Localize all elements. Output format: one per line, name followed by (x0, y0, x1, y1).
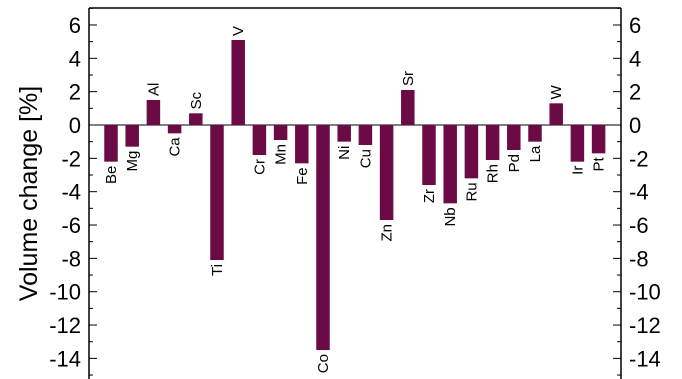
bar-mg (125, 125, 139, 147)
bar-pd (507, 125, 521, 150)
bar-label-pt: Pt (591, 157, 608, 172)
bar-label-mg: Mg (124, 151, 141, 172)
bar-co (316, 125, 330, 351)
bar-cu (358, 125, 373, 145)
bar-w (549, 103, 563, 125)
y-tick-label-right: -4 (629, 180, 649, 205)
bar-v (231, 39, 245, 126)
bar-label-ru: Ru (463, 182, 480, 201)
bar-zr (422, 125, 436, 186)
bar-sc (189, 113, 203, 125)
bar-label-pd: Pd (506, 154, 523, 172)
y-tick-label-left: 4 (69, 46, 81, 71)
bar-label-ti: Ti (209, 264, 226, 276)
y-tick-label-left: 6 (69, 13, 81, 38)
y-tick-label-right: 6 (629, 13, 641, 38)
y-tick-label-right: 2 (629, 80, 641, 105)
y-tick-label-right: -2 (629, 146, 649, 171)
bar-zn (379, 125, 394, 221)
plot-frame (88, 7, 622, 379)
bar-nb (443, 125, 457, 204)
y-tick-label-left: -6 (61, 213, 81, 238)
bar-cr (252, 125, 267, 156)
bar-label-ni: Ni (336, 146, 353, 160)
y-tick-label-left: -4 (61, 180, 81, 205)
bars (104, 39, 606, 351)
bar-be (104, 125, 118, 162)
bar-label-ir: Ir (569, 166, 586, 175)
y-axis-left: 6 4 2 0 -2 -4 -6 -8 -10 -12 -14 (49, 7, 97, 376)
y-tick-label-right: -12 (629, 313, 661, 338)
bar-la (528, 125, 542, 142)
bar-pt (591, 125, 606, 154)
y-tick-label-left: -12 (49, 313, 81, 338)
bar-al (146, 100, 161, 125)
bar-label-be: Be (103, 166, 120, 184)
bar-label-nb: Nb (442, 207, 459, 226)
y-tick-label-left: 2 (69, 80, 81, 105)
y-tick-label-left: -14 (49, 346, 81, 371)
bar-label-rh: Rh (485, 164, 502, 183)
y-tick-label-left: -2 (61, 146, 81, 171)
y-tick-label-left: -8 (61, 246, 81, 271)
y-tick-label-right: -14 (629, 346, 661, 371)
y-tick-label-right: 4 (629, 46, 641, 71)
bar-label-mn: Mn (273, 144, 290, 165)
y-tick-label-right: 0 (629, 113, 641, 138)
bar-ni (337, 125, 351, 142)
y-axis-label: Volume change [%] (15, 86, 43, 301)
bar-ca (167, 125, 182, 134)
bar-label-zn: Zn (379, 224, 396, 242)
bar-ti (210, 125, 224, 261)
bar-label-ca: Ca (167, 137, 184, 157)
bar-label-al: Al (145, 83, 162, 96)
bar-mn (273, 125, 288, 140)
bar-ir (570, 125, 585, 162)
y-tick-label-right: -10 (629, 280, 661, 305)
bar-ru (464, 125, 479, 179)
y-axis-right: 6 4 2 0 -2 -4 -6 -8 -10 -12 -14 (613, 7, 661, 376)
bar-rh (485, 125, 500, 161)
bar-fe (295, 125, 309, 164)
bar-label-w: W (548, 84, 565, 99)
bar-label-fe: Fe (294, 167, 311, 185)
bar-label-cr: Cr (251, 159, 268, 175)
bar-label-la: La (527, 145, 544, 162)
y-tick-label-right: -6 (629, 213, 649, 238)
y-tick-label-left: 0 (69, 113, 81, 138)
bar-label-cu: Cu (357, 149, 374, 168)
bar-label-sr: Sr (400, 71, 417, 86)
y-tick-label-right: -8 (629, 246, 649, 271)
bar-sr (401, 89, 415, 125)
bar-label-co: Co (315, 354, 332, 373)
bar-label-sc: Sc (188, 91, 205, 109)
bar-label-zr: Zr (421, 189, 438, 203)
bar-label-v: V (230, 26, 247, 36)
y-tick-label-left: -10 (49, 280, 81, 305)
